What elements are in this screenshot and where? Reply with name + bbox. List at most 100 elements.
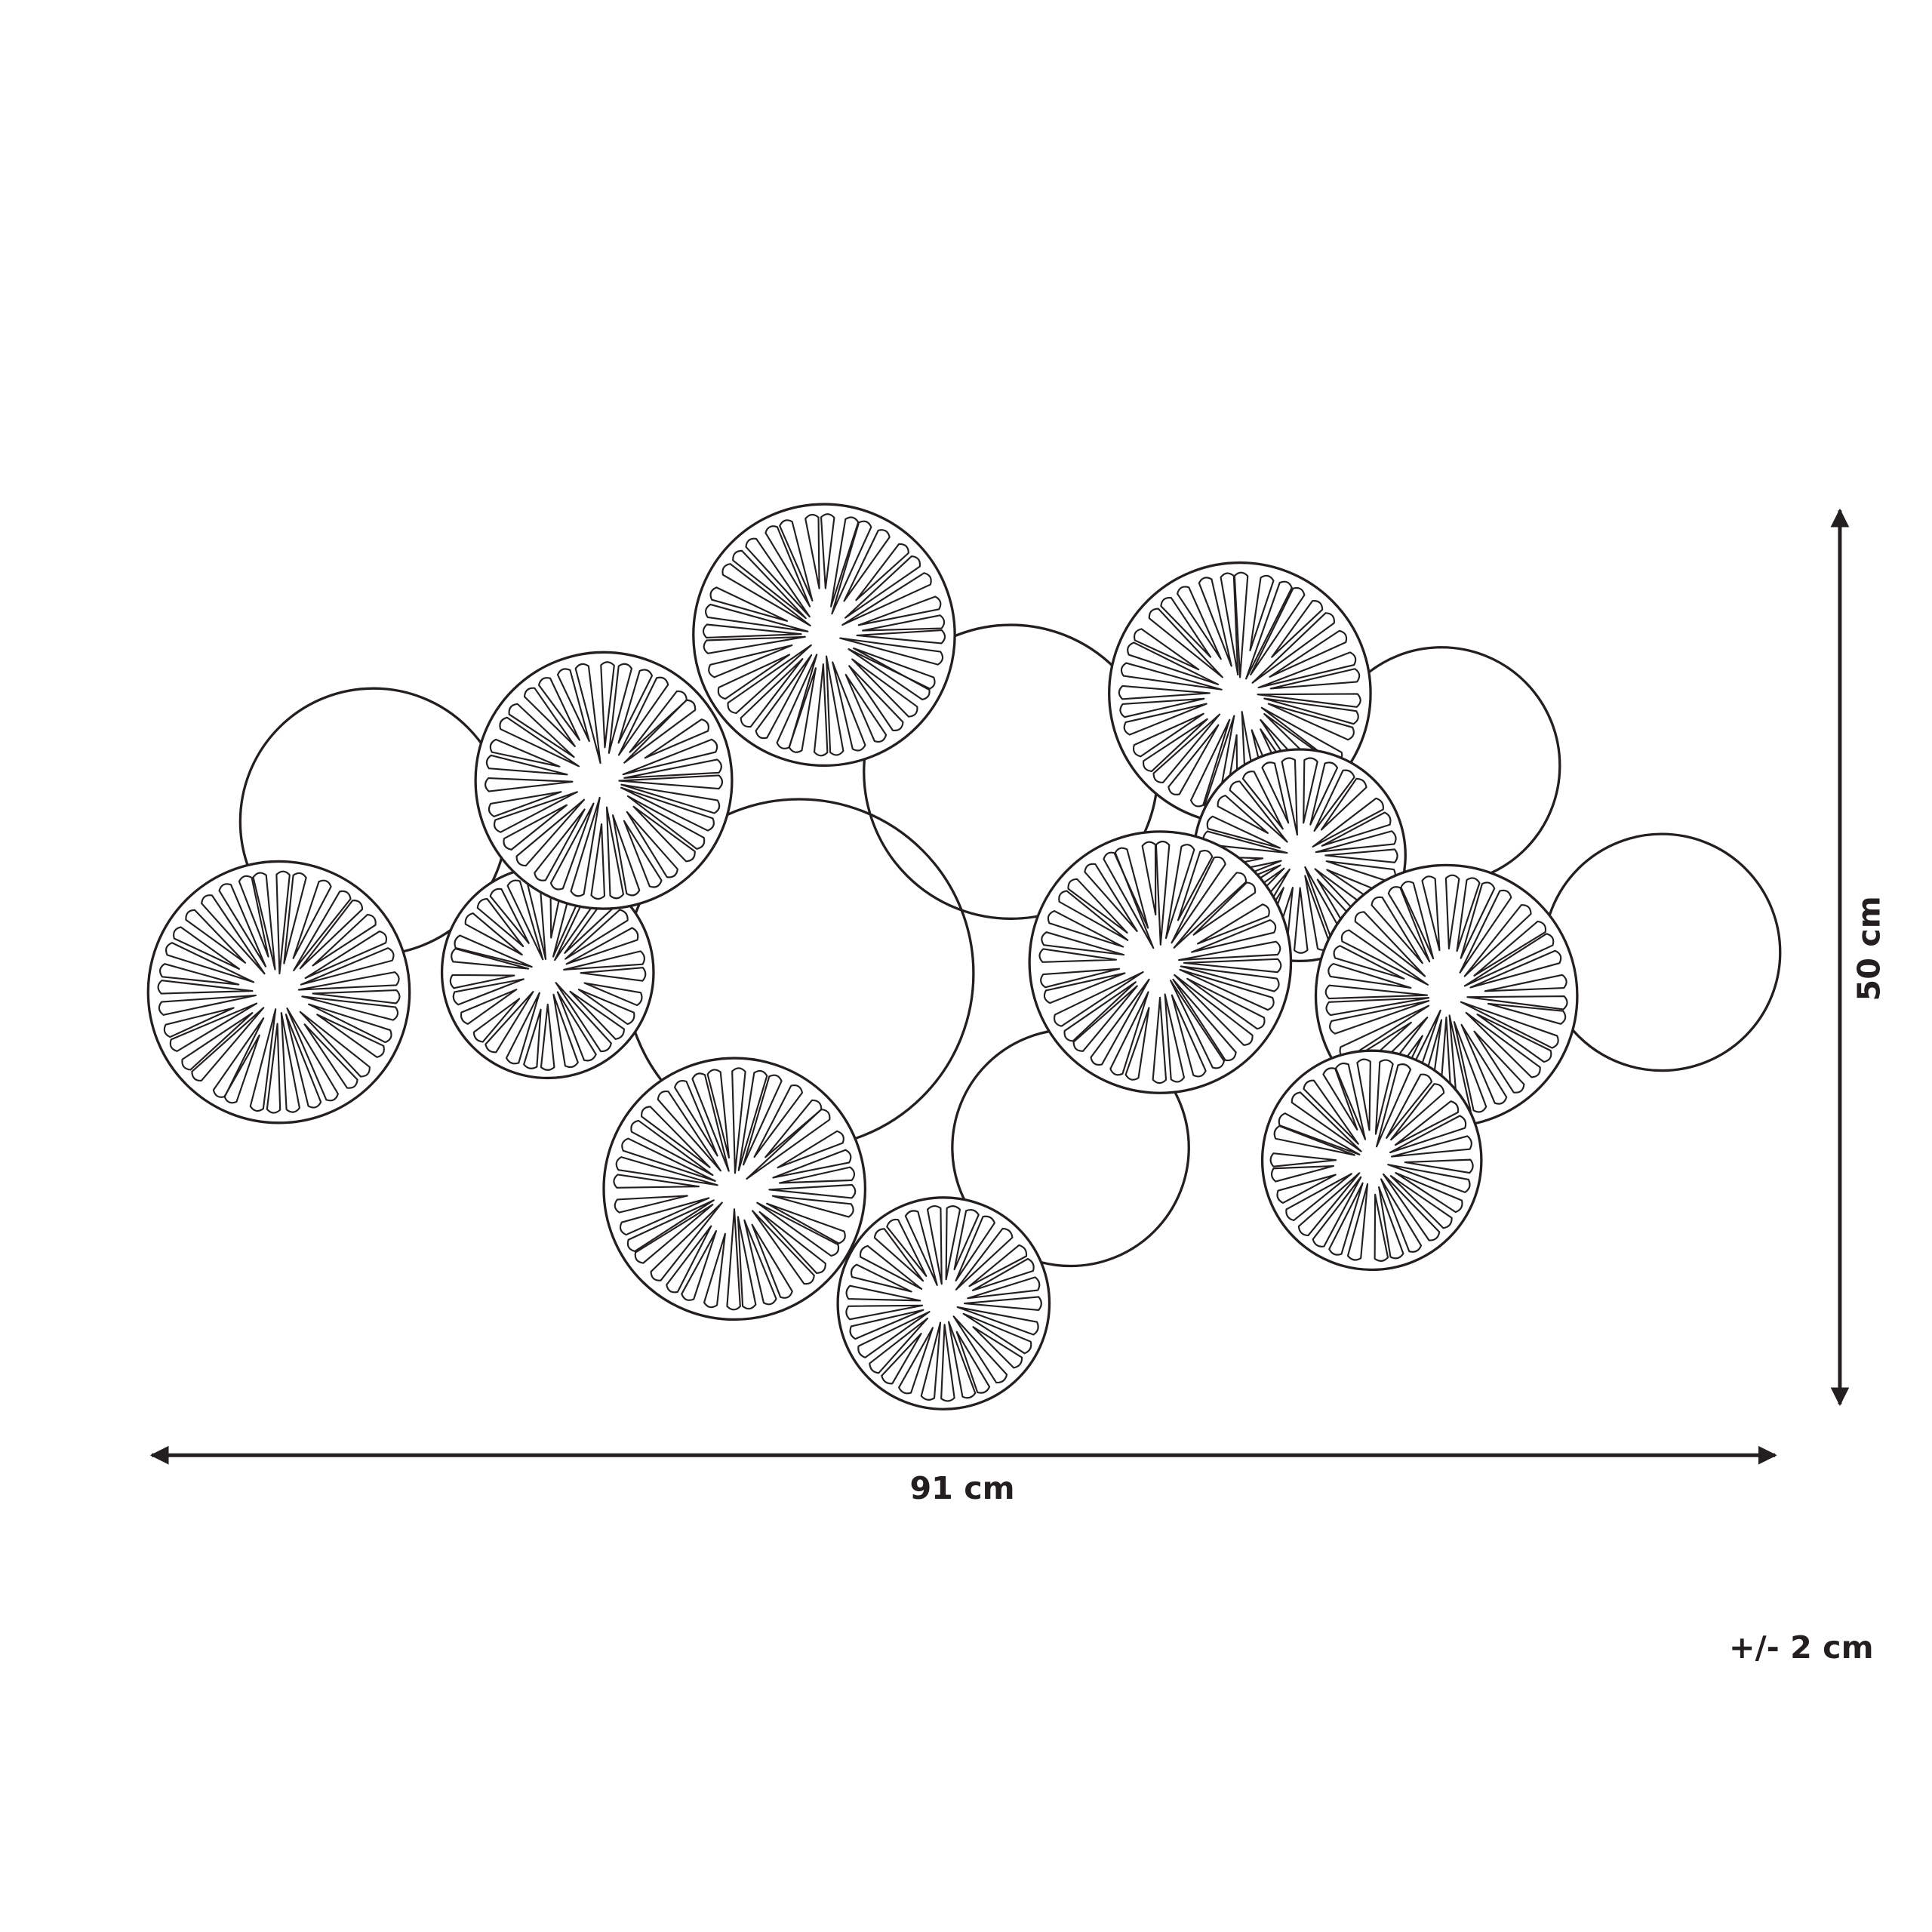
petal-cutout [1063,981,1137,1042]
petal-cutout [485,754,568,776]
petal-cutout [1291,1091,1362,1152]
petal-cutout [1171,856,1226,944]
petal-cutout [1206,815,1281,849]
petal-cutout [300,947,395,986]
petal-cutout [1334,1062,1367,1140]
petal-cutout [540,1003,555,1071]
petal-cutout [563,950,645,971]
petal-cutout [626,795,706,850]
petal-cutout [856,629,946,645]
petal-cutout [650,1201,723,1281]
petal-cutout [963,1296,1042,1312]
petal-cutout [249,1008,277,1112]
petal-cutout [1090,978,1150,1066]
petal-cutout [644,718,709,759]
petal-cutout [1164,993,1185,1083]
petal-cutout [657,1091,721,1172]
petal-cutout [1354,911,1426,977]
petal-cutout [776,654,818,749]
petal-cutout [1041,931,1125,956]
petal-cutout [881,1333,922,1385]
petal-cutout [1267,703,1355,741]
petal-cutout [1251,612,1335,684]
petal-cutout [613,1174,700,1189]
petal-cutout [1473,1030,1525,1094]
petal-cutout [577,989,635,1026]
petal-cutout [737,1216,757,1310]
petal-cutout [843,529,891,602]
disc-outline [692,503,956,768]
petal-cutout [608,663,633,754]
petal-cutout [1278,1112,1361,1155]
petal-cutout [523,687,576,747]
petal-cutout [779,519,814,601]
petal-cutout [493,791,578,833]
petal-cutout [1404,1158,1474,1174]
petal-cutout [1241,771,1284,830]
petal-cutout [859,1244,923,1290]
petal-cutout [580,967,647,982]
petal-cutout [705,603,809,632]
petal-cutout [292,879,332,959]
petal-cutout [953,1209,980,1271]
petal-cutout [1217,795,1269,834]
petal-cutout [1174,974,1254,1046]
petal-cutout [1180,965,1280,992]
petal-cutout [1469,949,1562,989]
petal-cutout [1390,1083,1445,1141]
petal-cutout [1186,977,1266,1030]
plain-disc [1542,832,1782,1072]
petal-cutout [758,1211,826,1274]
petal-cutout [666,1225,712,1294]
petal-cutout [1183,958,1282,974]
petal-cutout [1346,1183,1369,1261]
petal-cutout [1285,1173,1352,1222]
petal-cutout [605,806,625,900]
petal-cutout [1047,910,1124,948]
petal-cutout [506,879,544,961]
petal-cutout [726,1208,741,1311]
petal-cutout [1313,769,1355,832]
petal-cutout [312,913,377,967]
petal-cutout [1327,962,1412,989]
petal-cutout [1321,811,1392,847]
petal-cutout [1303,757,1318,824]
patterned-disc [1028,830,1293,1094]
petal-cutout [299,900,364,970]
petal-cutout [1043,972,1126,1004]
petal-cutout [839,637,944,666]
petal-cutout [617,676,669,756]
petal-cutout [1124,1007,1150,1081]
petal-cutout [1303,1079,1359,1145]
petal-cutout [1459,889,1512,974]
petal-cutout [755,654,813,740]
petal-cutout [709,586,789,622]
petal-cutout [717,654,791,700]
petal-cutout [280,1011,300,1113]
petal-cutout [619,1197,710,1236]
petal-cutout [1113,847,1149,929]
petal-cutout [308,1003,392,1044]
petal-cutout [590,823,606,900]
petal-cutout [1375,1063,1412,1148]
petal-cutout [832,661,866,752]
petal-cutout [452,978,525,1006]
petal-cutout [163,1007,235,1038]
petal-cutout [570,796,601,897]
petal-cutout [855,543,909,601]
petal-cutout [968,1244,1028,1287]
petal-cutout [293,890,352,971]
petal-cutout [737,1069,768,1171]
petal-cutout [873,1228,924,1282]
petal-cutout [555,982,612,1053]
petal-cutout [1421,875,1441,952]
petal-cutout [1261,761,1290,824]
petal-cutout [972,1326,1023,1369]
petal-cutout [955,1215,995,1281]
petal-cutout [920,1321,942,1401]
petal-cutout [565,927,639,965]
petal-cutout [967,1276,1041,1300]
petal-cutout [1132,712,1204,758]
petal-cutout [1395,1171,1463,1214]
